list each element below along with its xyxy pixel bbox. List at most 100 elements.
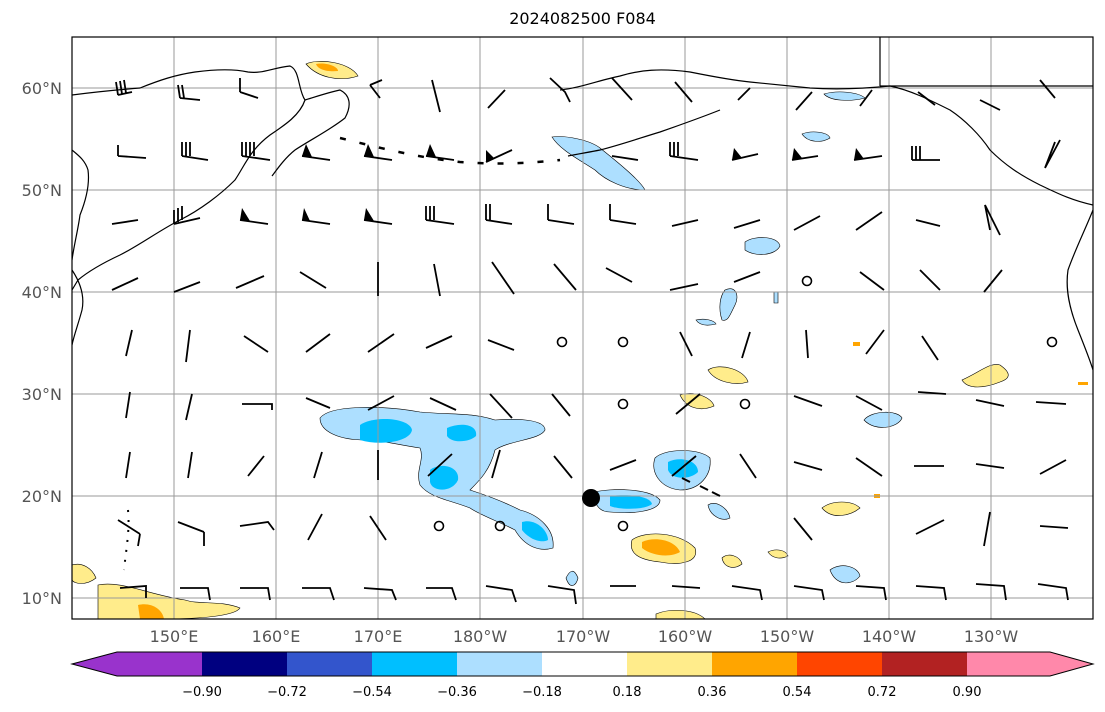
wind-barb [363,219,393,225]
wind-pennant [854,148,864,160]
colorbar-tick-label: −0.90 [182,685,222,700]
wind-barb [369,79,383,99]
wind-barb [117,519,141,547]
wind-barb [491,449,501,479]
colorbar-outline [70,651,1095,677]
wind-barb [741,331,751,359]
colorbar-tick-label: 0.36 [698,685,727,700]
wind-barb [307,513,323,541]
wind-barb [363,155,393,161]
colorbar-segment [287,652,372,676]
positive-anomaly-core [138,604,164,619]
longitude-axis: 150°E 160°E 170°E 180°W 170°W 160°W 150°… [150,627,1019,646]
wind-barb [173,281,201,293]
lat-label: 10°N [22,589,62,608]
colorbar-segment [202,652,287,676]
wind-barb [239,78,259,99]
wind-barb [485,585,517,603]
coastline-alaska [559,69,1093,206]
wind-barb [369,515,387,541]
calm-circle [494,520,506,532]
negative-anomaly-area [707,503,731,520]
calm-circle [739,398,751,410]
coastline-japan [72,269,84,346]
wind-barb [975,399,1005,407]
aleutian-islands [339,136,561,165]
wind-barb [239,521,275,531]
positive-anomaly-area [721,554,743,568]
lat-label: 20°N [22,487,62,506]
wind-barb [426,587,457,601]
colorbar-tick-label: 0.18 [613,685,642,700]
negative-anomaly-area [829,565,861,584]
colorbar: −0.90 −0.72 −0.54 −0.36 −0.18 0.18 0.36 … [70,651,1095,700]
calm-circle [433,520,445,532]
wind-barb [793,517,813,541]
wind-barb [111,219,139,225]
calm-circle [801,275,813,287]
wind-barb [865,329,885,355]
colorbar-segment [967,652,1093,676]
colorbar-segment [712,652,797,676]
wind-pennant [364,208,374,221]
graticule [72,37,1093,619]
wind-barb [975,463,1005,469]
anomaly-shading [72,61,1088,619]
wind-barb [1035,401,1067,405]
lon-label: 140°W [862,627,917,646]
map-title: 2024082500 F084 [509,9,656,28]
wind-barb [125,451,131,479]
wind-pennant [302,144,312,157]
wind-barb [235,275,265,289]
negative-anomaly-core [430,465,459,490]
colorbar-tick-label: −0.72 [267,685,307,700]
wind-barb [609,204,637,225]
wind-pennant [302,208,310,221]
wind-barb [487,89,506,109]
negative-anomaly-core [360,418,412,443]
wind-barb [805,329,809,359]
wind-barb [855,395,883,411]
lon-label: 150°E [150,627,199,646]
wind-barb [671,585,701,589]
wind-barb [185,329,191,363]
wind-barb [671,219,699,227]
colorbar-segment [457,652,542,676]
wind-barb [247,455,265,477]
negative-anomaly-area [551,136,646,191]
wind-barb [795,91,813,111]
lon-label: 170°W [556,627,611,646]
wind-barb [549,77,571,103]
negative-anomaly-area [823,91,866,101]
wind-barb [1044,139,1061,169]
wind-barb [185,393,193,421]
wind-barb [1039,459,1067,475]
wind-barb [119,585,147,598]
colorbar-tick-label: 0.72 [868,685,897,700]
wind-barb [433,263,441,297]
wind-barb [793,461,823,471]
wind-barb [299,271,327,289]
wind-barb [313,451,323,479]
positive-anomaly-area [961,364,1009,388]
wind-barb [125,329,133,357]
coastline-kamchatka [271,89,350,177]
wind-barb [1039,525,1069,529]
wind-barb [491,261,515,295]
wind-barb [855,457,883,477]
wind-barb [301,155,331,161]
positive-anomaly-area [1078,382,1088,385]
negative-anomaly-area [744,237,781,255]
negative-anomaly-area [863,411,903,428]
lon-label: 160°E [252,627,301,646]
wind-barb [425,206,455,225]
calm-markers [433,275,1058,532]
wind-barb [611,155,639,161]
wind-barb [919,269,941,291]
wind-barb [431,79,441,113]
wind-barb [983,269,1003,293]
wind-pennant [426,144,436,157]
wind-barb [911,146,940,161]
wind-pennant [486,150,494,162]
